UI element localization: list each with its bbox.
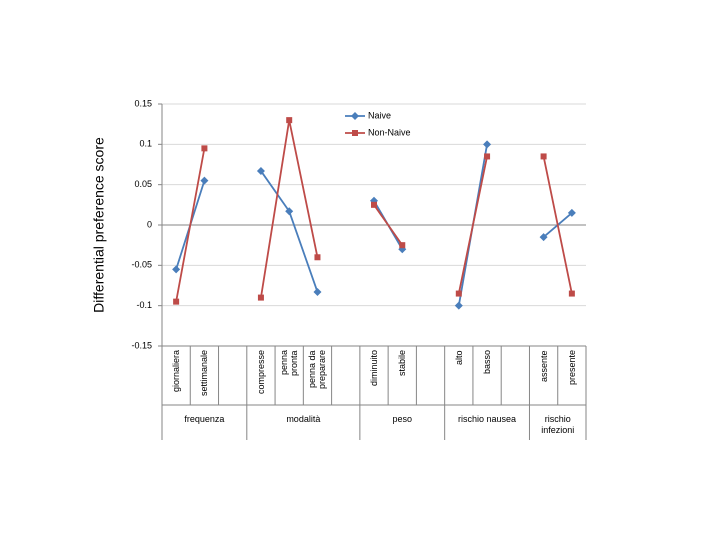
y-tick-label: -0.15 bbox=[131, 340, 152, 350]
y-axis-label: Differential preference score bbox=[91, 137, 107, 313]
data-point bbox=[399, 242, 406, 249]
data-point bbox=[173, 298, 180, 305]
data-point bbox=[483, 140, 492, 149]
group-label: frequenza bbox=[184, 414, 225, 424]
series-line bbox=[175, 119, 573, 302]
data-point bbox=[539, 233, 548, 242]
data-point bbox=[567, 208, 576, 217]
group-label: modalità bbox=[286, 414, 321, 424]
y-tick-label: -0.1 bbox=[136, 300, 152, 310]
x-tick-label: compresse bbox=[255, 350, 266, 395]
data-point bbox=[568, 290, 575, 297]
data-point bbox=[540, 153, 547, 160]
y-tick-label: 0 bbox=[147, 219, 152, 229]
data-point bbox=[484, 153, 491, 160]
y-tick-label: 0.05 bbox=[134, 179, 152, 189]
y-tick-label: 0.15 bbox=[134, 98, 152, 108]
x-tick-label: settimanale bbox=[199, 350, 210, 397]
data-point bbox=[285, 207, 294, 216]
x-tick-label: penna da preparare bbox=[307, 350, 328, 390]
data-point bbox=[200, 176, 209, 185]
legend-label: Naive bbox=[368, 110, 391, 120]
data-point bbox=[455, 290, 462, 297]
x-tick-label: giornaliera bbox=[171, 350, 182, 393]
legend-label: Non-Naive bbox=[368, 127, 411, 137]
data-point bbox=[201, 145, 208, 152]
data-point bbox=[314, 254, 321, 261]
x-tick-label: penna pronta bbox=[279, 350, 300, 376]
group-label: rischio nausea bbox=[458, 414, 517, 424]
y-tick-label: -0.05 bbox=[131, 260, 152, 270]
group-label: peso bbox=[392, 414, 413, 424]
legend-marker bbox=[351, 112, 359, 120]
data-point bbox=[454, 301, 463, 310]
legend-marker bbox=[352, 130, 358, 136]
data-point bbox=[286, 117, 293, 124]
data-point bbox=[371, 201, 377, 208]
x-tick-label: diminuito bbox=[369, 350, 379, 387]
data-point bbox=[313, 287, 322, 296]
group-label: rischio infezioni bbox=[541, 414, 575, 435]
data-point bbox=[256, 166, 265, 175]
data-point bbox=[172, 265, 181, 274]
x-tick-label: alto bbox=[453, 350, 464, 365]
data-point bbox=[257, 294, 264, 301]
y-tick-label: 0.1 bbox=[139, 139, 152, 149]
x-tick-label: presente bbox=[566, 350, 577, 386]
x-tick-label: basso bbox=[482, 350, 493, 375]
x-tick-label: stabile bbox=[397, 350, 408, 377]
x-tick-label: assente bbox=[538, 350, 549, 382]
